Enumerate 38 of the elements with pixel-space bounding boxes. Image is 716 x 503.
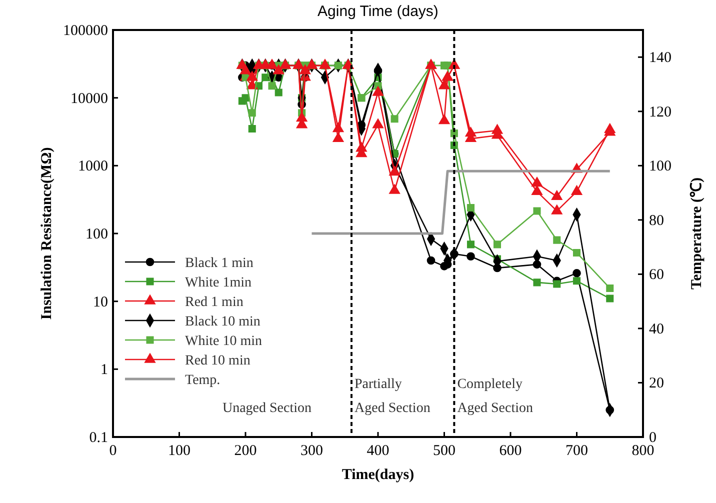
x-tick-label: 500 bbox=[433, 443, 456, 459]
y2-tick-label: 40 bbox=[649, 321, 664, 338]
x-tick-label: 400 bbox=[366, 443, 390, 459]
legend-label: White 1min bbox=[185, 276, 252, 290]
legend-label: Red 10 min bbox=[185, 354, 250, 368]
y2-tick-label: 80 bbox=[649, 212, 664, 229]
y-tick-label: 100 bbox=[86, 226, 108, 242]
legend-label: Black 10 min bbox=[185, 314, 260, 330]
x-tick-label: 800 bbox=[632, 443, 654, 459]
x-tick-label: 700 bbox=[566, 443, 588, 459]
y2-tick-label: 60 bbox=[649, 267, 664, 284]
y-tick-label: 0.1 bbox=[89, 430, 108, 446]
x-tick-label: 600 bbox=[499, 443, 522, 459]
chart-title: Aging Time (days) bbox=[318, 3, 438, 20]
annotation: Completely Aged Section bbox=[457, 377, 534, 416]
y2-tick-label: 100 bbox=[649, 158, 672, 175]
legend-label: Black 1 min bbox=[185, 256, 254, 271]
x-tick-label: 300 bbox=[300, 443, 323, 459]
x-axis-title: Time(days) bbox=[342, 467, 414, 483]
x-tick-label: 100 bbox=[168, 443, 190, 459]
y2-tick-label: 0 bbox=[649, 430, 656, 446]
y-tick-label: 10000 bbox=[70, 90, 108, 107]
y-tick-label: 1000 bbox=[78, 158, 108, 175]
y-tick-label: 100000 bbox=[63, 23, 108, 39]
legend-label: White 10 min bbox=[185, 334, 262, 349]
y-axis-title: Insulation Resistance(MΩ) bbox=[39, 147, 55, 320]
y2-axis-title: Temperature (℃) bbox=[689, 177, 705, 290]
y-tick-label: 10 bbox=[93, 294, 108, 310]
annotation: Unaged Section bbox=[222, 401, 312, 416]
legend-label: Temp. bbox=[185, 373, 220, 388]
y2-tick-label: 120 bbox=[649, 104, 672, 120]
x-tick-label: 200 bbox=[234, 443, 257, 459]
annotation: Partially Aged Section bbox=[354, 377, 430, 416]
legend-label: Red 1 min bbox=[185, 295, 244, 310]
y2-tick-label: 20 bbox=[649, 376, 664, 392]
x-tick-label: 0 bbox=[109, 443, 117, 459]
y2-tick-label: 140 bbox=[649, 50, 672, 66]
y-tick-label: 1 bbox=[100, 362, 108, 378]
